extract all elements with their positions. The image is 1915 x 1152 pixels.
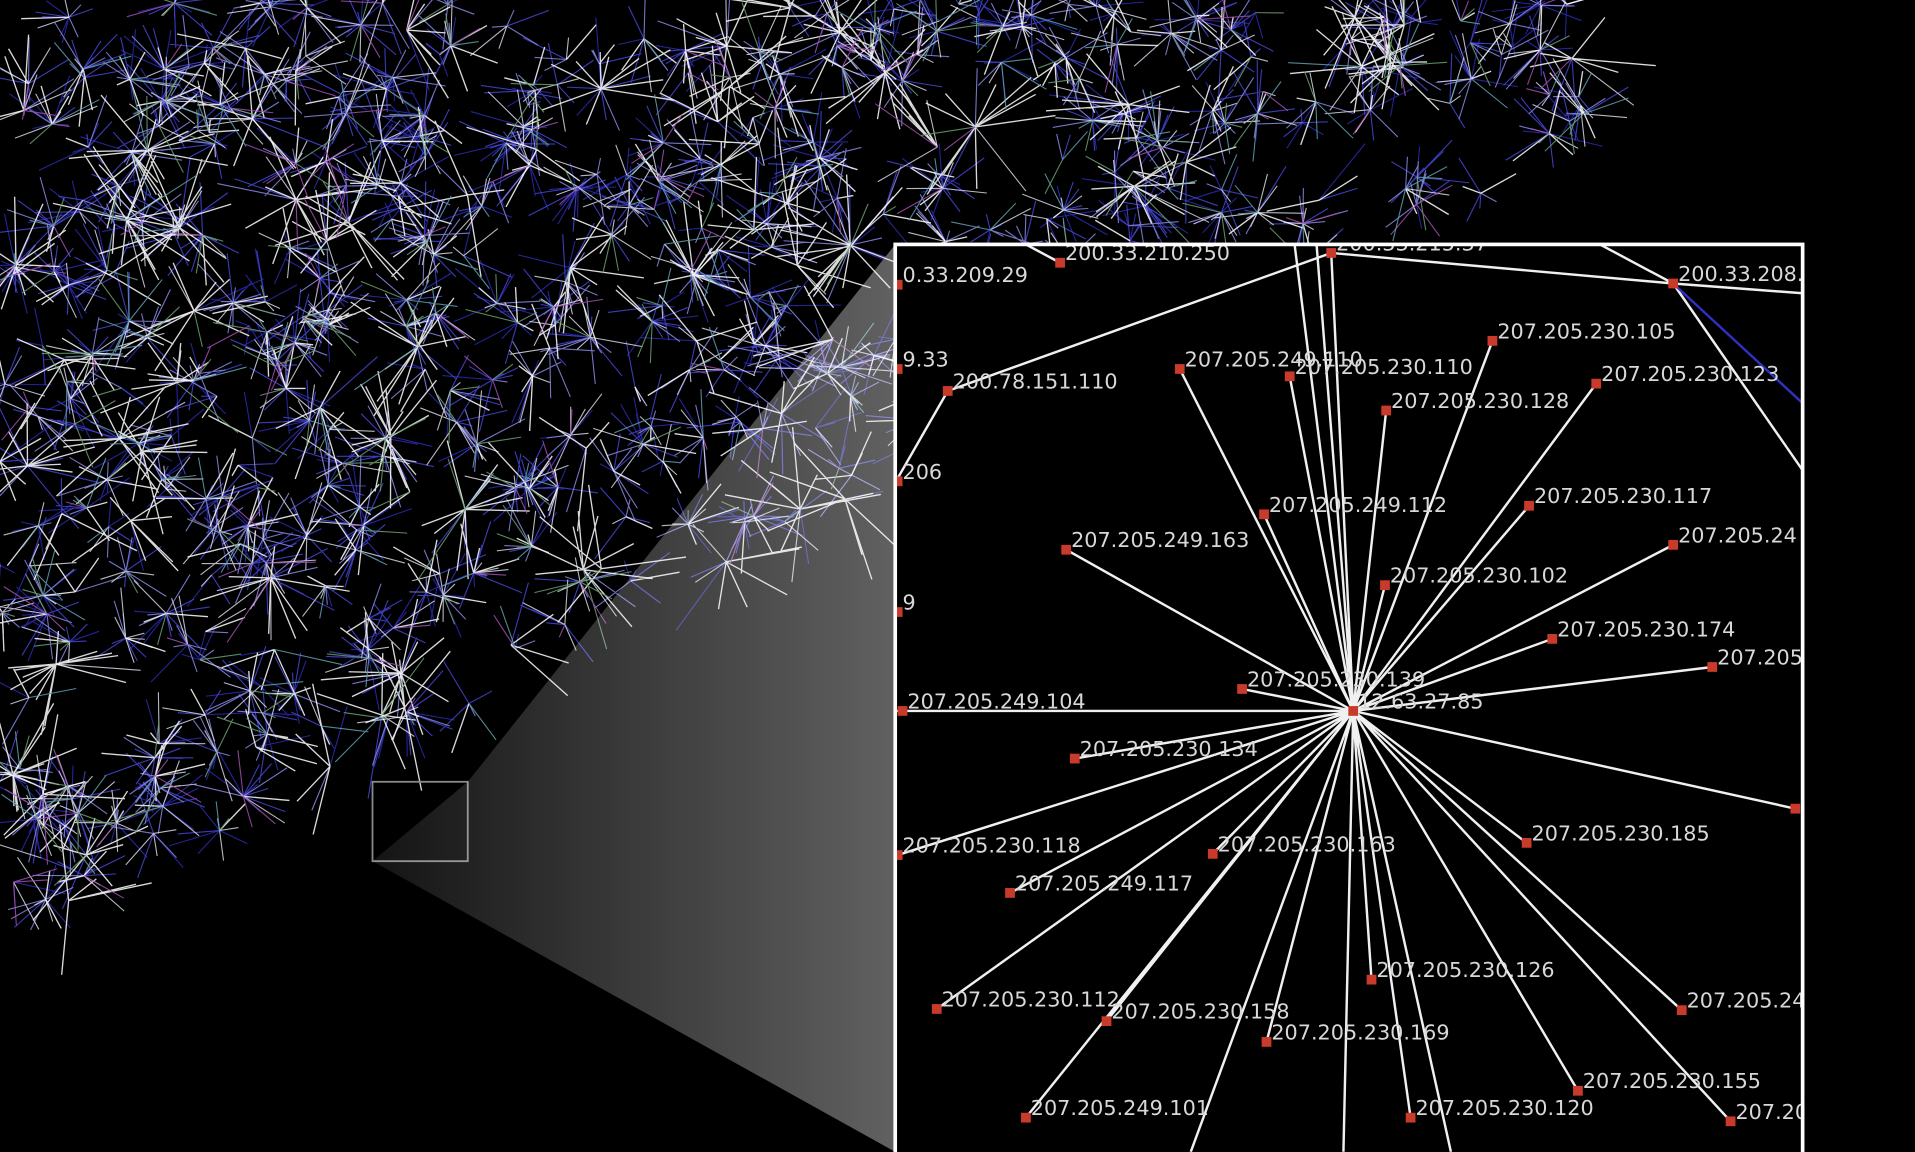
node (895, 476, 903, 487)
node (1725, 1116, 1736, 1127)
node (1381, 405, 1392, 416)
node (1326, 248, 1337, 258)
node-label: 207.205.249.110 (1185, 347, 1363, 371)
node (1668, 539, 1679, 550)
node-label: 207.205.230.105 (1497, 319, 1675, 343)
node-label: 12.63.27.85 (1358, 689, 1483, 713)
node-label: 207.205.230.155 (1583, 1069, 1761, 1093)
node (1405, 1112, 1416, 1123)
node-label: 207.205.230.117 (1534, 484, 1712, 508)
node-label: 207.205.230.126 (1376, 958, 1554, 982)
node-label: 207.205.230.169 (1271, 1020, 1449, 1044)
edge (1672, 282, 1803, 405)
node (1487, 336, 1498, 346)
node-label: 207.205.230.123 (1601, 362, 1779, 386)
node-label: 9 (903, 590, 916, 614)
node (942, 386, 953, 396)
node-label: 200.33.215.37 (1336, 231, 1488, 255)
node (1591, 378, 1602, 389)
node-label: 200.78.151.110 (953, 369, 1118, 393)
node-label: 0.33.209.29 (903, 263, 1028, 287)
node (1055, 257, 1065, 268)
node (1261, 1037, 1272, 1047)
node-label: 207.205.230.118 (903, 834, 1081, 858)
node (1707, 662, 1718, 672)
node (897, 706, 908, 716)
node-label: 206 (903, 460, 943, 484)
node (1676, 1005, 1687, 1016)
node-label: 207.205.249.104 (907, 689, 1085, 713)
node (1366, 974, 1377, 985)
node-label: 200.33.208. (1678, 262, 1803, 286)
node (1005, 888, 1015, 898)
node (1668, 278, 1679, 289)
node-label: 207.205.230.134 (1080, 737, 1258, 761)
node-label: 207.205.230.163 (1218, 832, 1396, 856)
edges (895, 244, 1803, 1152)
inset-background (895, 244, 1803, 1152)
node (1284, 371, 1295, 382)
node-label: 207.205.24 (1678, 523, 1797, 547)
node-label: 207.205.249.117 (1015, 871, 1193, 895)
node (931, 1004, 942, 1014)
inset-graph: 200.33.210.250 200.33.215.37 0.33.209.29 20… (895, 231, 1808, 1152)
node (1380, 580, 1390, 591)
node-label: 200.33.210.250 (1065, 241, 1230, 265)
node-label: 207.205.249.112 (1269, 493, 1447, 517)
node (1207, 848, 1218, 859)
node (1524, 500, 1534, 511)
node-label: 207.205.24 (1687, 989, 1806, 1013)
node (1547, 634, 1558, 644)
node-label: 207.205.230.110 (1295, 355, 1473, 379)
node (1061, 544, 1072, 555)
node-label: 207.205.230.158 (1111, 1000, 1289, 1024)
node-label: 207.20 (1735, 1100, 1808, 1124)
node (895, 279, 903, 290)
node (895, 607, 903, 617)
node-label: 207.205.249.101 (1031, 1096, 1209, 1120)
node (1790, 803, 1801, 814)
zoom-wedge (372, 244, 896, 1152)
node (1174, 364, 1185, 374)
node (1021, 1112, 1031, 1123)
node-label: 207.205.230.112 (942, 987, 1120, 1011)
node-label: 207.205.230.102 (1390, 564, 1568, 588)
node (1521, 837, 1532, 848)
node (1348, 706, 1359, 716)
node (1101, 1016, 1112, 1027)
node-label: 9.33 (903, 347, 949, 371)
node (895, 850, 903, 860)
node (1259, 509, 1269, 520)
node-label: 207.205.230.185 (1532, 821, 1710, 845)
node-label: 207.205.230.174 (1557, 617, 1735, 641)
node-label: 207.205.230.120 (1415, 1096, 1593, 1120)
node (895, 364, 903, 374)
node (1069, 753, 1080, 764)
node-label: 207.205.230.128 (1391, 389, 1569, 413)
node (1573, 1085, 1583, 1096)
node-label: 207.205.249.163 (1071, 528, 1249, 552)
node (1237, 684, 1247, 694)
node-label: 207.205 (1717, 645, 1803, 669)
inset-frame (893, 242, 1805, 1152)
node-label: 207.205.230.139 (1247, 667, 1425, 691)
